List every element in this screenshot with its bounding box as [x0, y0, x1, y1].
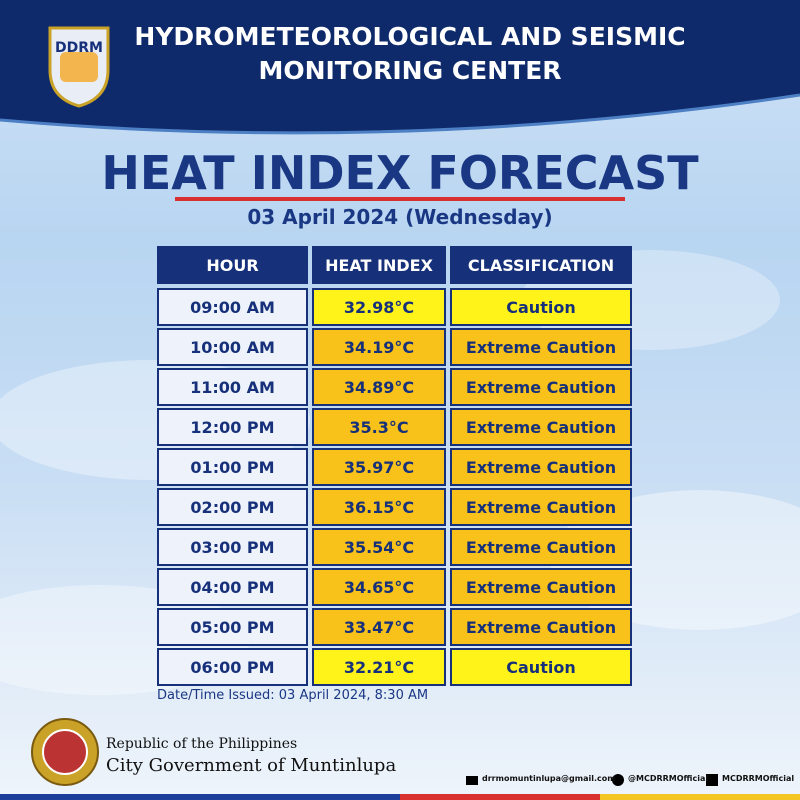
classification-cell: Extreme Caution: [450, 408, 632, 446]
logo-text: DDRM: [55, 40, 103, 56]
header-title: MONITORING CENTER: [258, 56, 562, 85]
heat-index-cell: 34.65°C: [312, 568, 446, 606]
title: HEAT INDEX FORECAST: [101, 146, 699, 200]
hour-cell: 09:00 AM: [157, 288, 308, 326]
email: drrmomuntinlupa@gmail.com: [482, 774, 616, 783]
classification-cell: Extreme Caution: [450, 368, 632, 406]
heat-index-cell: 35.97°C: [312, 448, 446, 486]
classification-cell: Extreme Caution: [450, 488, 632, 526]
classification-cell: Caution: [450, 648, 632, 686]
heat-index-cell: 36.15°C: [312, 488, 446, 526]
heat-index-cell: 33.47°C: [312, 608, 446, 646]
classification-cell: Caution: [450, 288, 632, 326]
classification-cell: Extreme Caution: [450, 328, 632, 366]
heat-index-cell: 32.98°C: [312, 288, 446, 326]
date: 03 April 2024 (Wednesday): [247, 205, 553, 229]
issued-note: Date/Time Issued: 03 April 2024, 8:30 AM: [157, 688, 429, 703]
heat-index-cell: 35.54°C: [312, 528, 446, 566]
heat-index-cell: 35.3°C: [312, 408, 446, 446]
table-header: HEAT INDEX: [312, 246, 446, 284]
hour-cell: 11:00 AM: [157, 368, 308, 406]
hour-cell: 10:00 AM: [157, 328, 308, 366]
table-header: CLASSIFICATION: [450, 246, 632, 284]
facebook: MCDRRMOfficial: [722, 774, 795, 783]
hour-cell: 05:00 PM: [157, 608, 308, 646]
twitter: @MCDRRMOfficial: [628, 774, 709, 783]
heat-index-cell: 32.21°C: [312, 648, 446, 686]
classification-cell: Extreme Caution: [450, 448, 632, 486]
hour-cell: 02:00 PM: [157, 488, 308, 526]
hour-cell: 12:00 PM: [157, 408, 308, 446]
classification-cell: Extreme Caution: [450, 528, 632, 566]
classification-cell: Extreme Caution: [450, 608, 632, 646]
heat-index-cell: 34.89°C: [312, 368, 446, 406]
footer-line: City Government of Muntinlupa: [106, 755, 397, 776]
hour-cell: 01:00 PM: [157, 448, 308, 486]
footer-line: Republic of the Philippines: [106, 736, 298, 752]
classification-cell: Extreme Caution: [450, 568, 632, 606]
header-title: HYDROMETEOROLOGICAL AND SEISMIC: [134, 22, 686, 51]
hour-cell: 03:00 PM: [157, 528, 308, 566]
heat-index-cell: 34.19°C: [312, 328, 446, 366]
hour-cell: 04:00 PM: [157, 568, 308, 606]
table-header: HOUR: [157, 246, 308, 284]
hour-cell: 06:00 PM: [157, 648, 308, 686]
